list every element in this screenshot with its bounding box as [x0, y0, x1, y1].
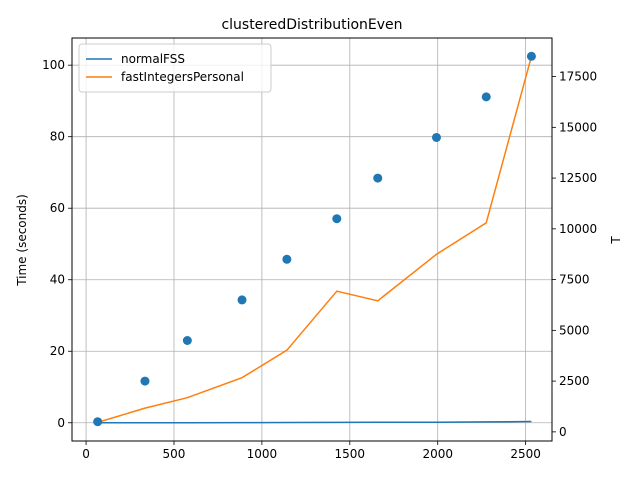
scatter-point-t [237, 295, 247, 305]
chart-title: clusteredDistributionEven [221, 17, 402, 33]
y2-tick-label: 7500 [559, 273, 590, 287]
scatter-point-t [526, 51, 536, 61]
legend-box [78, 43, 272, 93]
y2-tick-label: 0 [559, 425, 567, 439]
x-tick-label: 1000 [247, 447, 278, 461]
series-line-normalfss [97, 420, 532, 424]
y2-tick-label: 2500 [559, 374, 590, 388]
y2-axis-label: T [609, 236, 623, 245]
y-tick-label: 80 [50, 130, 65, 144]
scatter-point-t [481, 92, 491, 102]
scatter-point-t [282, 254, 292, 264]
scatter-point-t [93, 417, 103, 427]
scatter-point-t [182, 336, 192, 346]
legend: normalFSS fastIntegersPersonal [78, 43, 272, 93]
scatter-point-t [140, 376, 150, 386]
y2-tick-label: 10000 [559, 222, 597, 236]
y-tick-label: 100 [42, 58, 65, 72]
x-tick-label: 2000 [422, 447, 453, 461]
y2-tick-label: 5000 [559, 323, 590, 337]
y-tick-label: 40 [50, 273, 65, 287]
y-tick-label: 0 [57, 416, 65, 430]
y2-tick-label: 12500 [559, 171, 597, 185]
legend-label-fastintegerspersonal: fastIntegersPersonal [121, 70, 244, 84]
ticks: 0 500 1000 1500 2000 250002040608010002500500… [42, 58, 597, 461]
x-tick-label: 1500 [335, 447, 366, 461]
y2-tick-label: 17500 [559, 70, 597, 84]
x-tick-label: 2500 [510, 447, 541, 461]
x-tick-label: 500 [163, 447, 186, 461]
scatter-point-t [373, 173, 383, 183]
legend-label-normalfss: normalFSS [121, 52, 185, 66]
series-layer [93, 51, 536, 427]
y2-tick-label: 15000 [559, 120, 597, 134]
scatter-point-t [431, 132, 441, 142]
y-tick-label: 60 [50, 201, 65, 215]
plot-frame [71, 37, 553, 442]
y-tick-label: 20 [50, 344, 65, 358]
x-tick-label: 0 [82, 447, 90, 461]
series-line-fastintegerspersonal [97, 56, 533, 424]
y-axis-label: Time (seconds) [15, 194, 29, 287]
scatter-point-t [332, 214, 342, 224]
